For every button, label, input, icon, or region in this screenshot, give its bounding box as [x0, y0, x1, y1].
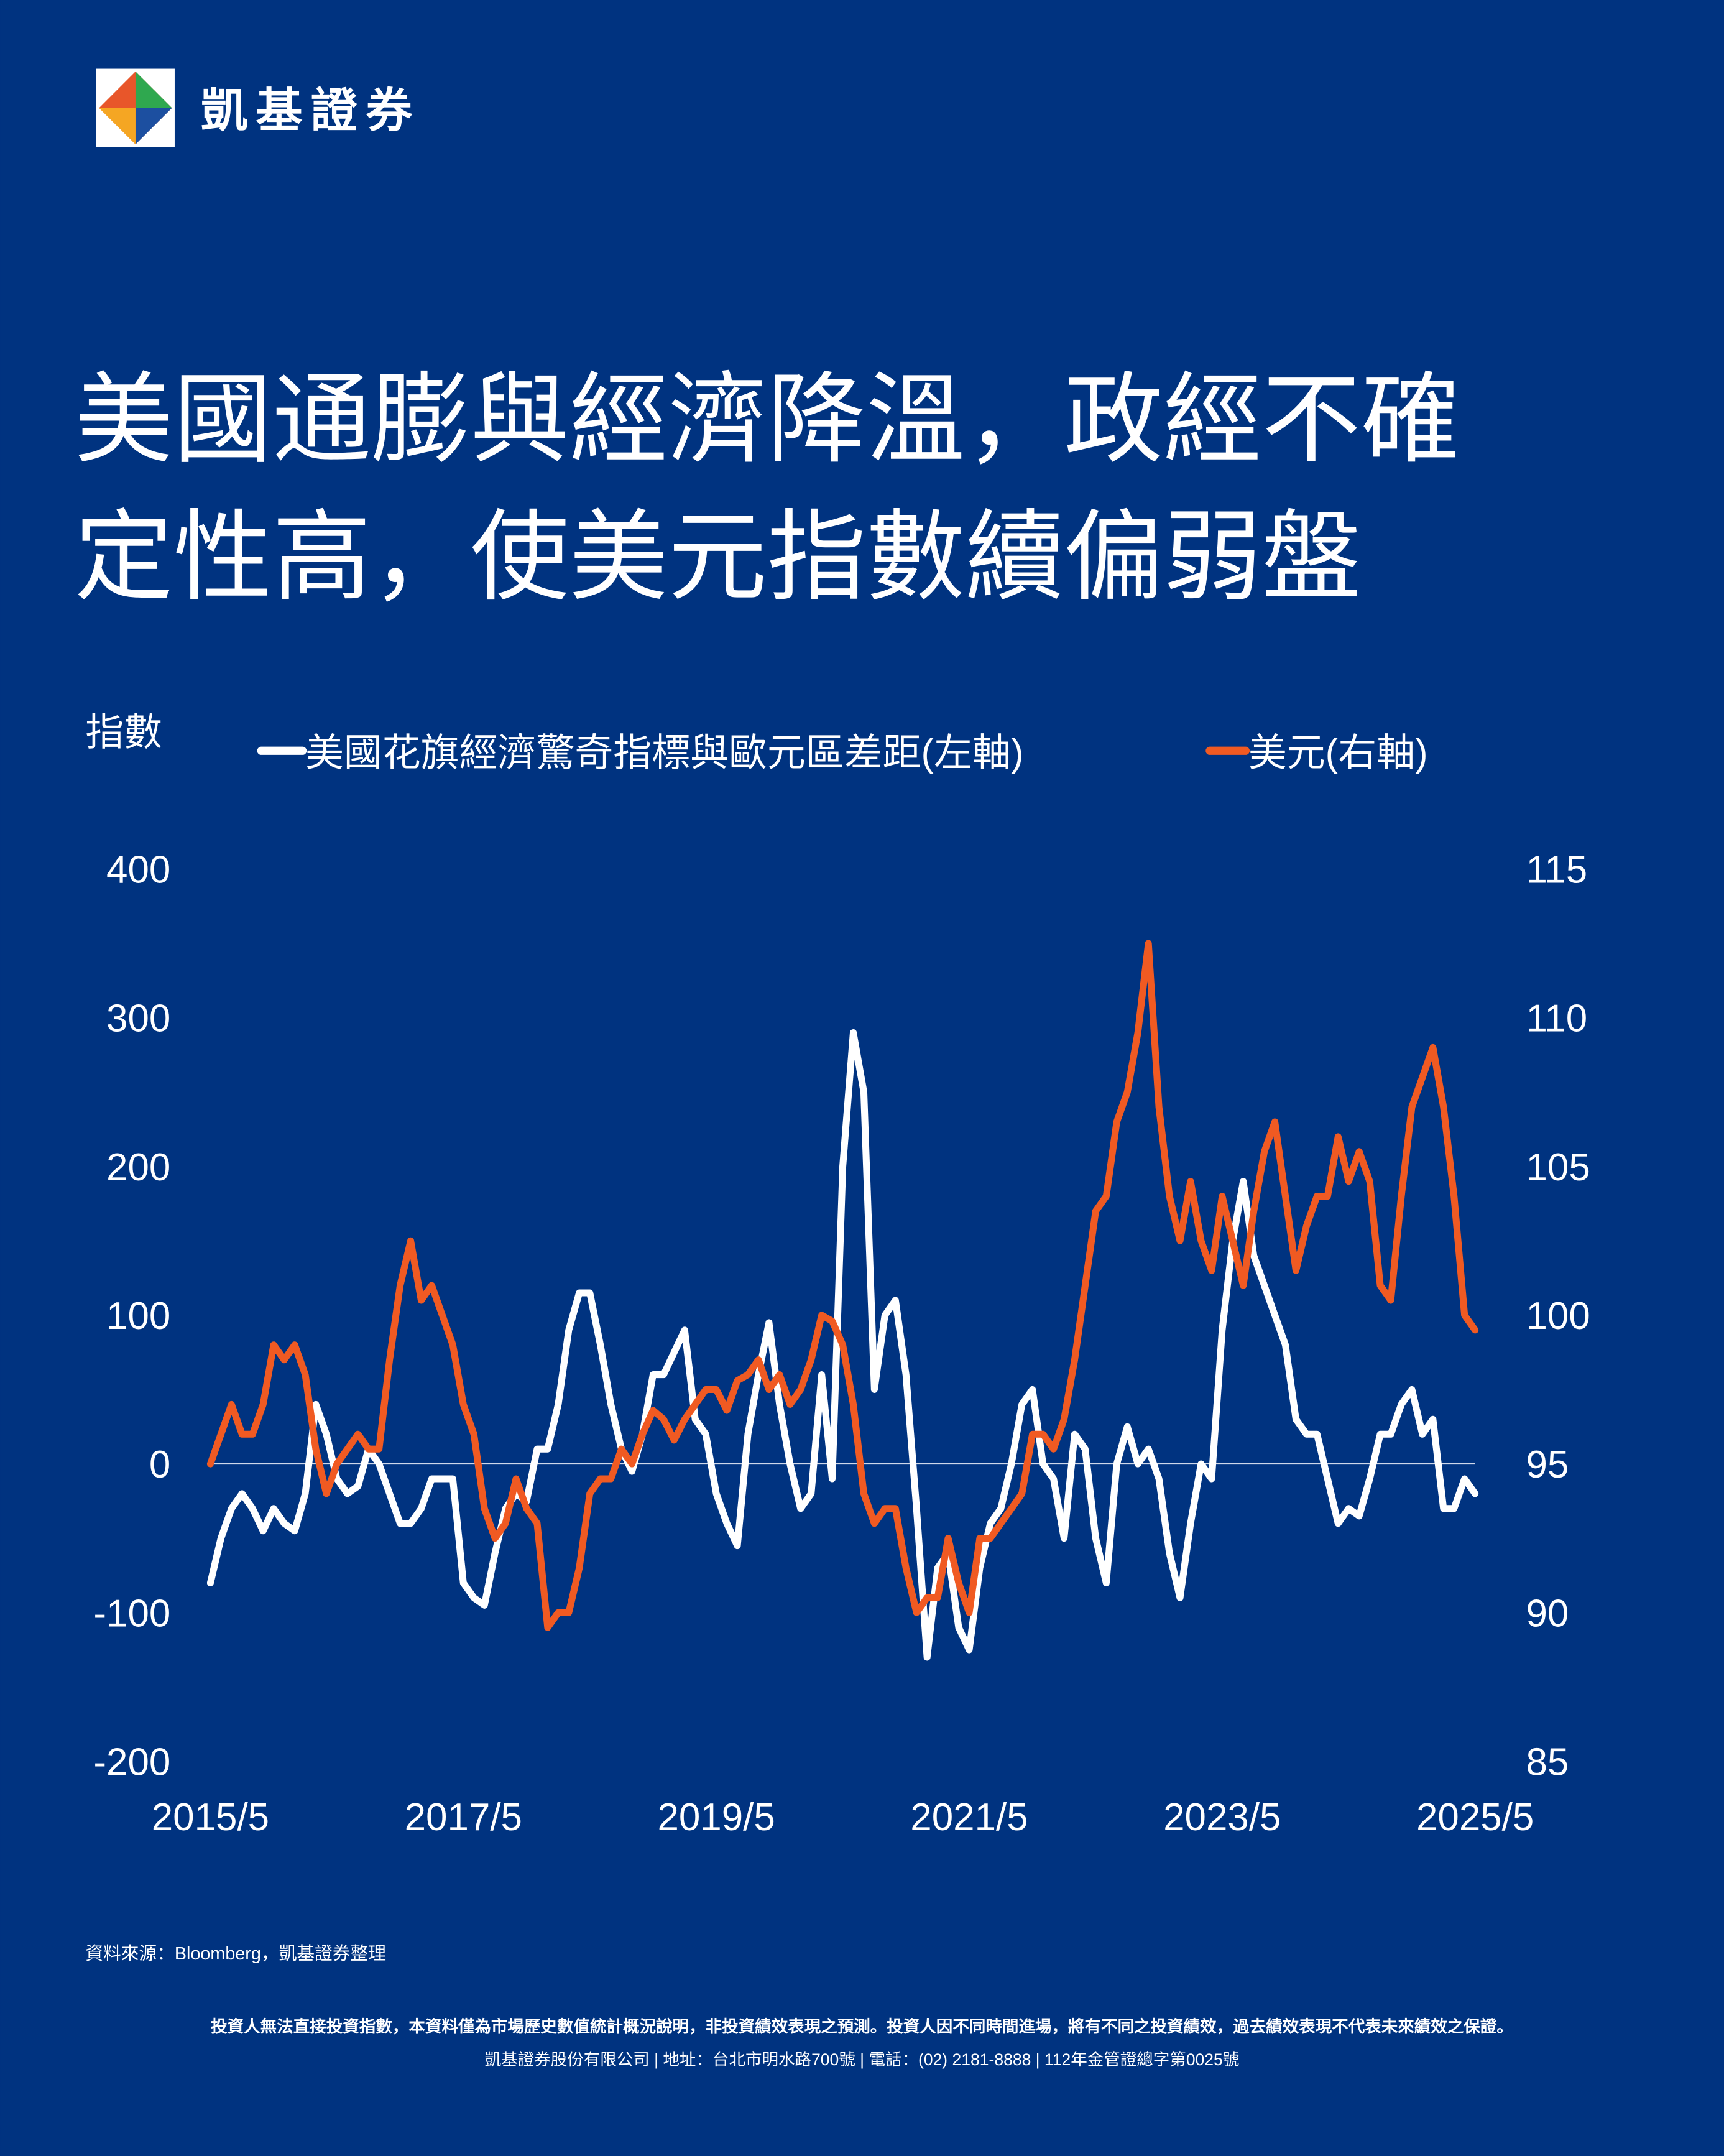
y2-tick-label: 85 — [1526, 1741, 1569, 1784]
series-line — [206, 940, 1479, 1631]
title-line: 定性高，使美元指數續偏弱盤 — [75, 502, 1361, 613]
y2-tick-label: 105 — [1526, 1146, 1590, 1189]
x-tick-label: 2015/5 — [152, 1796, 269, 1839]
y2-tick-label: 110 — [1526, 997, 1587, 1040]
y-tick-label: 400 — [106, 849, 170, 892]
legend-label: 美元(右軸) — [1248, 732, 1428, 775]
x-tick-label: 2019/5 — [657, 1796, 775, 1839]
series-line — [206, 1029, 1479, 1661]
disclaimer: 投資人無法直接投資指數，本資料僅為市場歷史數值統計概況說明，非投資績效表現之預測… — [211, 2017, 1513, 2036]
x-tick-label: 2021/5 — [910, 1796, 1028, 1839]
y-tick-label: -200 — [93, 1741, 170, 1784]
logo — [96, 68, 175, 147]
x-tick-label: 2023/5 — [1163, 1796, 1281, 1839]
brand: 凱基證券 — [201, 84, 421, 136]
y-tick-label: 100 — [106, 1295, 170, 1338]
x-tick-label: 2017/5 — [405, 1796, 522, 1839]
y2-tick-label: 115 — [1526, 849, 1587, 892]
y-tick-label: 0 — [149, 1443, 170, 1486]
x-tick-label: 2025/5 — [1416, 1796, 1534, 1839]
legend-label: 美國花旗經濟驚奇指標與歐元區差距(左軸) — [305, 732, 1024, 775]
title-line: 美國通膨與經濟降溫，政經不確 — [75, 364, 1460, 475]
source: 資料來源：Bloomberg，凱基證券整理 — [85, 1944, 386, 1964]
y2-tick-label: 90 — [1526, 1592, 1569, 1635]
y-axis-label: 指數 — [85, 711, 162, 754]
y-tick-label: 300 — [106, 997, 170, 1040]
company-info: 凱基證券股份有限公司 | 地址：台北市明水路700號 | 電話：(02) 218… — [485, 2050, 1240, 2069]
y2-tick-label: 100 — [1526, 1295, 1590, 1338]
y-tick-label: 200 — [106, 1146, 170, 1189]
y2-tick-label: 95 — [1526, 1443, 1569, 1486]
y-tick-label: -100 — [93, 1592, 170, 1635]
